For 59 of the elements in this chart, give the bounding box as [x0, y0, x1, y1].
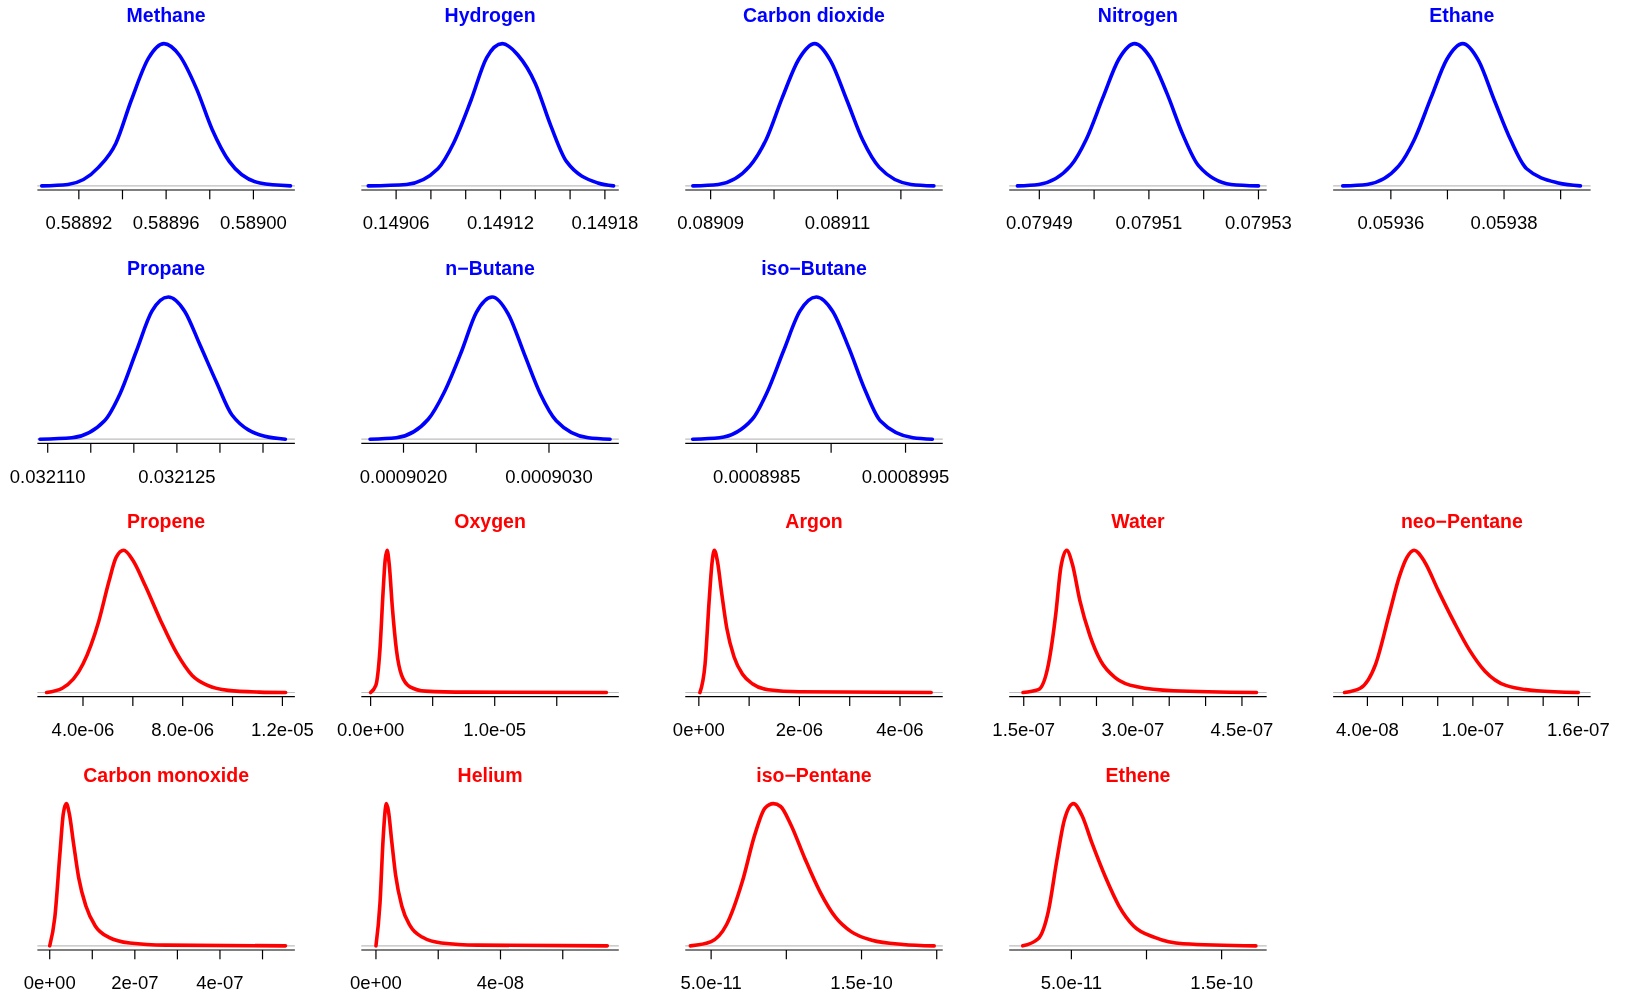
chart-title: Oxygen	[454, 510, 526, 533]
chart-title: Water	[1111, 510, 1166, 533]
chart-title: Carbon dioxide	[743, 3, 886, 26]
x-tick-label: 1.6e-07	[1546, 719, 1610, 741]
x-tick-label: 0.07953	[1225, 212, 1292, 234]
x-tick-label: 0.07951	[1115, 212, 1183, 234]
x-tick-label: 0.08909	[677, 212, 745, 234]
x-tick-label: 1.0e-05	[463, 719, 527, 741]
chart-title: Propane	[127, 257, 206, 280]
chart-title: Argon	[785, 510, 843, 533]
x-tick-label: 0.14918	[571, 212, 639, 234]
x-tick-label: 0.05936	[1357, 212, 1425, 234]
x-tick-label: 0.0008995	[861, 465, 950, 487]
x-tick-label: 0.58896	[132, 212, 200, 234]
x-tick-label: 0.032110	[9, 465, 86, 487]
x-tick-label: 0e+00	[672, 719, 725, 741]
x-tick-label: 5.0e-11	[1040, 972, 1103, 994]
chart-title: iso−Pentane	[756, 763, 872, 786]
x-tick-label: 1.5e-10	[830, 972, 893, 994]
x-tick-label: 8.0e-06	[151, 719, 215, 741]
x-tick-label: 0e+00	[23, 972, 76, 994]
x-tick-label: 4e-07	[196, 972, 244, 994]
x-tick-label: 0.0009030	[505, 465, 593, 487]
x-tick-label: 1.0e-07	[1441, 719, 1505, 741]
chart-title: Methane	[126, 3, 206, 26]
x-tick-label: 1.2e-05	[251, 719, 314, 741]
chart-title: Helium	[457, 763, 523, 786]
x-tick-label: 0.14912	[467, 212, 534, 234]
chart-title: Ethene	[1105, 763, 1171, 786]
x-tick-label: 0.0e+00	[336, 719, 405, 741]
chart-title: Hydrogen	[444, 3, 536, 26]
x-tick-label: 0.0008985	[712, 465, 801, 487]
chart-title: Propene	[127, 510, 206, 533]
x-tick-label: 4.5e-07	[1210, 719, 1274, 741]
x-tick-label: 2e-06	[775, 719, 824, 741]
x-tick-label: 0.14906	[362, 212, 430, 234]
x-tick-label: 4.0e-08	[1336, 719, 1399, 741]
x-tick-label: 1.5e-10	[1190, 972, 1253, 994]
x-tick-label: 4e-08	[476, 972, 525, 994]
x-tick-label: 4.0e-06	[51, 719, 115, 741]
x-tick-label: 2e-07	[111, 972, 159, 994]
x-tick-label: 0.032125	[138, 465, 216, 487]
chart-title: Carbon monoxide	[83, 763, 250, 786]
x-tick-label: 0.0009020	[359, 465, 448, 487]
x-tick-label: 5.0e-11	[680, 972, 742, 994]
chart-title: Nitrogen	[1097, 3, 1179, 26]
x-tick-label: 0e+00	[349, 972, 402, 994]
chart-title: Ethane	[1429, 3, 1495, 26]
x-tick-label: 0.08911	[804, 212, 871, 234]
chart-title: neo−Pentane	[1400, 510, 1523, 533]
x-tick-label: 3.0e-07	[1101, 719, 1165, 741]
x-tick-label: 0.05938	[1470, 212, 1538, 234]
x-tick-label: 0.07949	[1005, 212, 1073, 234]
x-tick-label: 1.5e-07	[992, 719, 1056, 741]
x-tick-label: 0.58900	[219, 212, 287, 234]
chart-title: iso−Butane	[761, 257, 867, 280]
chart-title: n−Butane	[445, 257, 535, 280]
x-tick-label: 0.58892	[45, 212, 113, 234]
x-tick-label: 4e-06	[876, 719, 924, 741]
